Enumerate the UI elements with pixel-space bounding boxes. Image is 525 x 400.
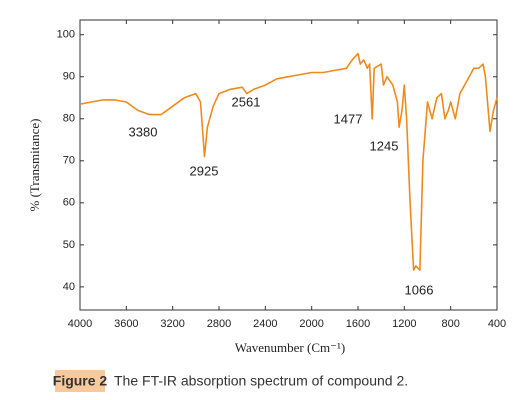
x-tick-label: 2800 [207,318,231,330]
peak-annotation: 2561 [232,94,261,109]
y-tick-label: 100 [57,29,75,41]
y-tick-label: 50 [63,239,75,251]
y-axis-label: % (Transmitance) [27,118,42,211]
x-tick-label: 2000 [299,318,323,330]
y-tick-label: 60 [63,197,75,209]
spectrum-line [79,52,498,271]
peak-annotation: 3380 [129,124,158,139]
x-axis-label: Wavenumber (Cm⁻¹) [235,340,345,355]
x-tick-label: 4000 [68,318,92,330]
peak-annotation: 2925 [190,163,219,178]
y-tick-label: 80 [63,113,75,125]
y-tick-label: 40 [63,281,75,293]
peak-annotation: 1245 [370,138,399,153]
x-tick-label: 2400 [253,318,277,330]
plot-frame [79,19,498,311]
y-tick-label: 90 [63,71,75,83]
y-tick-label: 70 [63,155,75,167]
peak-annotation: 1066 [405,282,434,297]
caption-text: The FT-IR absorption spectrum of compoun… [114,373,408,389]
x-tick-label: 400 [488,318,506,330]
caption-badge [55,370,105,392]
x-tick-label: 1600 [346,318,370,330]
peak-annotation: 1477 [334,111,363,126]
x-tick-label: 1200 [392,318,416,330]
caption-label: Figure 2 [53,373,108,389]
x-tick-label: 800 [441,318,459,330]
x-tick-label: 3600 [114,318,138,330]
x-tick-label: 3200 [160,318,184,330]
